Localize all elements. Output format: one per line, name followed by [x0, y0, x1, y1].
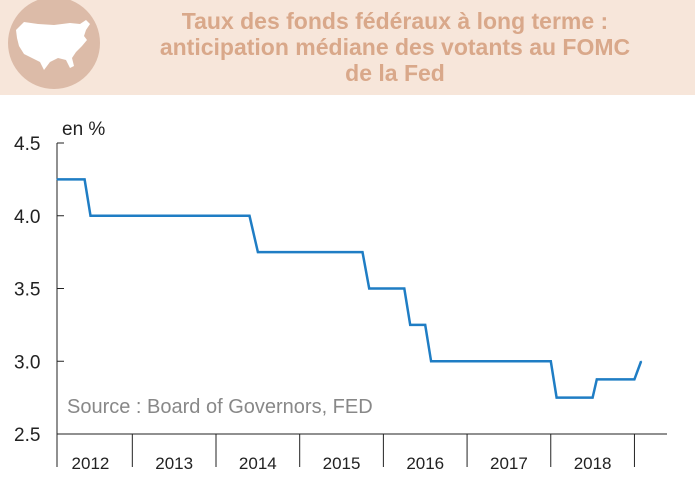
data-point [361, 251, 364, 253]
chart-area: en % 4.5 4.0 3.5 3.0 2.5 2012 2013 2014 2015 2016 2… [0, 95, 695, 483]
x-tick-label: 2013 [155, 454, 193, 473]
data-point [424, 324, 426, 326]
data-point [257, 251, 259, 253]
usa-map-icon [4, 0, 104, 100]
data-point [248, 215, 251, 217]
data-point [556, 397, 558, 399]
data-point [596, 378, 598, 381]
chart-title-line-1: Taux des fonds fédéraux à long terme : [181, 8, 609, 34]
data-point [56, 178, 58, 180]
line-chart: en % 4.5 4.0 3.5 3.0 2.5 2012 2013 2014 2015 2016 2… [14, 119, 667, 473]
data-point [409, 324, 411, 326]
data-point [403, 287, 405, 290]
data-point [592, 397, 594, 399]
source-note: Source : Board of Governors, FED [67, 396, 373, 418]
x-tick-label: 2016 [406, 454, 444, 473]
data-point [640, 360, 642, 362]
data-point [550, 360, 552, 362]
chart-title-line-2: anticipation médiane des votants au FOMC [159, 34, 631, 60]
y-axis-label: en % [62, 119, 105, 140]
series-line-0 [57, 178, 643, 399]
data-point [84, 178, 86, 180]
data-point [89, 215, 92, 217]
x-tick-label: 2015 [323, 454, 361, 473]
y-tick-label: 3.5 [14, 280, 40, 301]
chart-title-line-3: de la Fed [345, 60, 445, 86]
data-point [633, 378, 636, 381]
x-tick-label: 2017 [490, 454, 528, 473]
x-tick-label: 2018 [574, 454, 612, 473]
x-tick-label: 2014 [239, 454, 277, 473]
y-tick-label: 4.0 [14, 207, 40, 228]
chart-title: Taux des fonds fédéraux à long terme : a… [105, 8, 685, 86]
data-point [430, 360, 432, 362]
chart-background [0, 95, 695, 483]
y-tick-label: 3.0 [14, 352, 40, 373]
x-tick-label: 2012 [72, 454, 110, 473]
data-point [368, 287, 370, 290]
y-tick-label: 4.5 [14, 134, 40, 155]
y-tick-label: 2.5 [14, 425, 40, 446]
